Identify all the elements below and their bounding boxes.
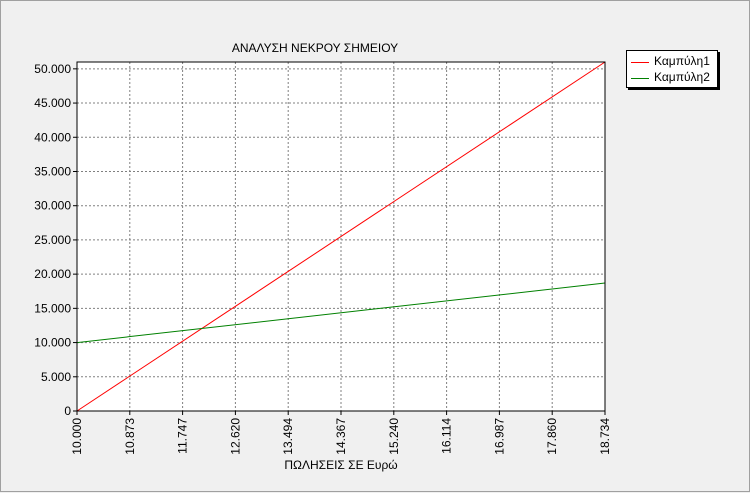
legend-label: Καμπύλη1 (654, 54, 710, 68)
x-tick-label: 15.240 (387, 418, 401, 455)
x-tick-label: 16.114 (440, 418, 454, 454)
grid (77, 62, 605, 411)
y-tick-label: 30.000 (34, 199, 71, 213)
y-tick-label: 25.000 (34, 233, 71, 247)
x-tick-label: 10.873 (123, 418, 137, 455)
y-tick-label: 40.000 (34, 130, 71, 144)
legend-swatch (631, 62, 649, 63)
y-tick-label: 35.000 (34, 164, 71, 178)
x-tick-label: 11.747 (176, 418, 190, 454)
y-tick-label: 50.000 (34, 62, 71, 76)
x-tick-label: 16.987 (492, 418, 506, 455)
y-tick-label: 0 (64, 404, 71, 418)
chart-title: ΑΝΑΛΥΣΗ ΝΕΚΡΟΥ ΣΗΜΕΙΟΥ (232, 41, 398, 55)
legend-item-2: Καμπύλη2 (627, 70, 717, 86)
x-tick-label: 10.000 (70, 418, 84, 455)
x-tick-label: 14.367 (334, 418, 348, 455)
legend: Καμπύλη1 Καμπύλη2 (626, 50, 718, 88)
y-tick-label: 5.000 (41, 370, 71, 384)
legend-swatch (631, 78, 649, 79)
x-tick-label: 12.620 (228, 418, 242, 455)
y-tick-label: 20.000 (34, 267, 71, 281)
series-layer (76, 61, 606, 412)
series-line-2 (76, 282, 606, 344)
x-tick-label: 17.860 (545, 418, 559, 455)
legend-item-1: Καμπύλη1 (627, 54, 717, 70)
y-tick-label: 45.000 (34, 96, 71, 110)
series-line-1 (76, 61, 606, 412)
x-tick-label: 18.734 (598, 418, 612, 455)
y-tick-label: 10.000 (34, 336, 71, 350)
x-tick-label: 13.494 (281, 418, 295, 455)
x-axis-label: ΠΩΛΗΣΕΙΣ ΣΕ Ευρώ (284, 458, 397, 472)
legend-label: Καμπύλη2 (654, 70, 710, 84)
x-axis: 10.000 10.873 11.747 12.620 13.494 14.367 15.2… (70, 411, 612, 455)
y-axis: 0 5.000 10.000 15.000 20.000 25.000 30.000 35.0… (34, 62, 77, 418)
y-tick-label: 15.000 (34, 301, 71, 315)
